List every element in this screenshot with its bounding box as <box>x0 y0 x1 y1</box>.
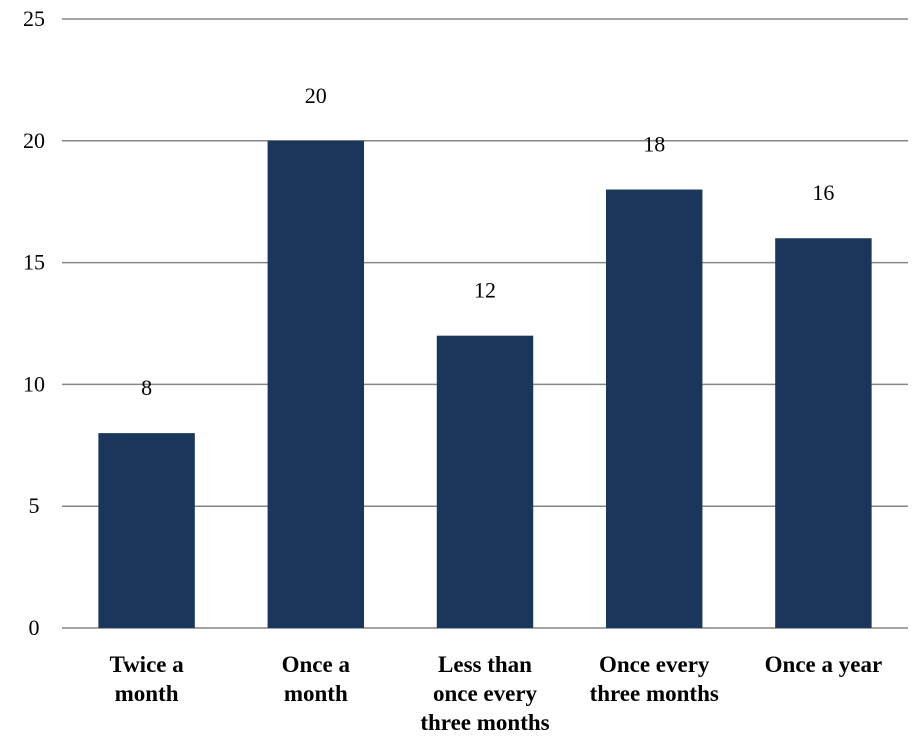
y-tick-label: 10 <box>23 371 45 396</box>
bar <box>605 189 703 628</box>
category-label-line: three months <box>590 681 719 706</box>
category-label: Once a month <box>282 652 351 706</box>
category-label: Once every three months <box>590 652 719 706</box>
category-label-line: month <box>284 681 348 706</box>
category-label: Once a year <box>765 652 883 677</box>
bars <box>98 140 872 629</box>
category-label: Twice a month <box>109 652 184 706</box>
category-label-line: Once every <box>599 652 710 677</box>
category-label-line: Less than <box>438 652 532 677</box>
category-label-line: Once a <box>282 652 351 677</box>
data-label: 18 <box>643 132 665 157</box>
y-tick-label: 5 <box>29 493 40 518</box>
data-label: 16 <box>812 180 834 205</box>
category-label-line: month <box>115 681 179 706</box>
data-label: 20 <box>305 83 327 108</box>
x-axis-category-labels: Twice a month Once a month Less than once eve… <box>109 652 882 735</box>
data-label: 12 <box>474 278 496 303</box>
data-label: 8 <box>141 375 152 400</box>
bar <box>775 238 872 629</box>
category-label-line: once every <box>433 681 538 706</box>
data-labels: 8 20 12 18 16 <box>141 83 834 400</box>
category-label: Less than once every three months <box>420 652 549 735</box>
bar <box>436 335 534 628</box>
y-tick-label: 20 <box>23 128 45 153</box>
y-tick-label: 25 <box>23 6 45 31</box>
y-tick-label: 15 <box>23 250 45 275</box>
bar <box>267 140 365 629</box>
category-label-line: Once a year <box>765 652 883 677</box>
y-tick-label: 0 <box>29 615 40 640</box>
y-axis-tick-labels: 0 5 10 15 20 25 <box>23 6 45 640</box>
bar <box>98 433 195 628</box>
category-label-line: three months <box>420 710 549 735</box>
category-label-line: Twice a <box>109 652 184 677</box>
